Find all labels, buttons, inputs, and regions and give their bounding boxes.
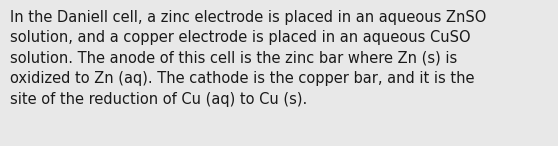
Text: In the Daniell cell, a zinc electrode is placed in an aqueous ZnSO
solution, and: In the Daniell cell, a zinc electrode is… — [10, 10, 487, 107]
